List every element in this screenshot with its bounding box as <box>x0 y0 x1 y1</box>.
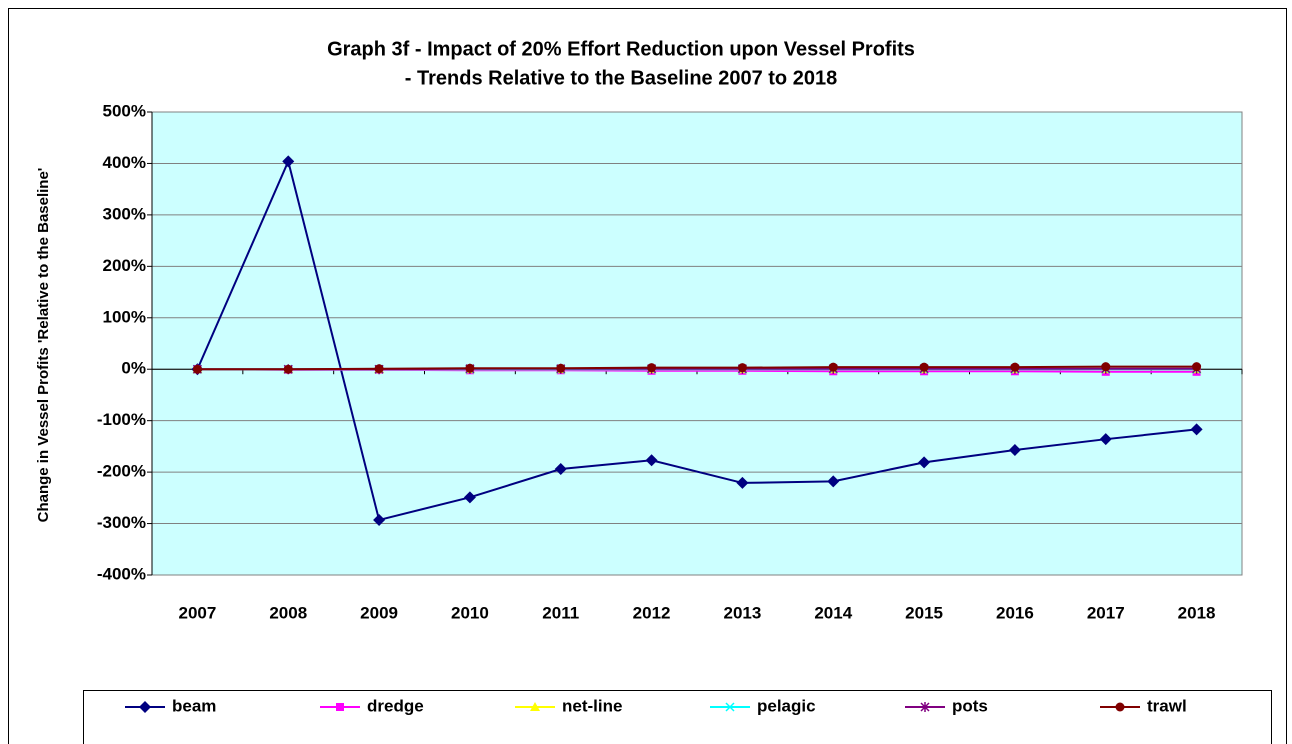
y-tick-label: -200% <box>97 462 146 481</box>
marker <box>374 364 384 374</box>
marker <box>1190 423 1203 436</box>
legend-box <box>83 690 1272 744</box>
x-tick-label: 2014 <box>814 603 852 622</box>
marker <box>1010 362 1020 372</box>
y-tick-label: 400% <box>103 153 146 172</box>
legend-marker <box>920 702 930 712</box>
series-line <box>196 158 1197 522</box>
marker <box>282 155 295 168</box>
series-line <box>197 365 1197 371</box>
x-tick-label: 2012 <box>633 603 671 622</box>
marker <box>192 364 202 374</box>
marker <box>918 456 931 469</box>
x-tick-label: 2009 <box>360 603 398 622</box>
marker <box>554 463 567 476</box>
legend-marker <box>336 703 344 711</box>
x-tick-label: 2013 <box>724 603 762 622</box>
legend-label: beam <box>172 696 216 715</box>
marker <box>373 513 386 526</box>
marker <box>737 363 747 373</box>
y-tick-label: -400% <box>97 564 146 583</box>
x-tick-label: 2016 <box>996 603 1034 622</box>
marker <box>1192 362 1202 372</box>
x-tick-label: 2010 <box>451 603 489 622</box>
chart-title: Graph 3f - Impact of 20% Effort Reductio… <box>327 38 915 60</box>
x-tick-label: 2011 <box>542 603 579 622</box>
legend-marker <box>530 702 540 711</box>
marker <box>827 475 840 488</box>
plot-area <box>151 111 1243 576</box>
legend-marker <box>139 701 151 713</box>
marker <box>828 362 838 372</box>
y-axis-label: Change in Vessel Profits 'Relative to th… <box>35 168 52 523</box>
legend-label: dredge <box>367 696 424 715</box>
marker <box>556 363 566 373</box>
legend-marker <box>1115 702 1125 712</box>
x-tick-label: 2008 <box>269 603 307 622</box>
marker <box>1099 433 1112 446</box>
marker <box>647 363 657 373</box>
marker <box>645 454 658 467</box>
legend-label: pelagic <box>757 696 816 715</box>
legend-marker <box>725 702 735 712</box>
marker <box>463 491 476 504</box>
marker <box>1101 362 1111 372</box>
x-tick-label: 2017 <box>1087 603 1125 622</box>
y-tick-label: -300% <box>97 513 146 532</box>
x-tick-label: 2007 <box>179 603 217 622</box>
marker <box>736 476 749 489</box>
y-tick-label: 100% <box>103 307 146 326</box>
x-tick-label: 2018 <box>1178 603 1216 622</box>
chart-title: - Trends Relative to the Baseline 2007 t… <box>405 67 837 89</box>
marker <box>283 364 293 374</box>
legend-label: net-line <box>562 696 622 715</box>
marker <box>1008 443 1021 456</box>
y-tick-label: 0% <box>121 359 146 378</box>
y-tick-label: -100% <box>97 410 146 429</box>
y-tick-label: 200% <box>103 256 146 275</box>
marker <box>465 363 475 373</box>
y-tick-label: 500% <box>103 101 146 120</box>
marker <box>919 362 929 372</box>
legend-label: trawl <box>1147 696 1187 715</box>
legend-label: pots <box>952 696 988 715</box>
x-tick-label: 2015 <box>905 603 943 622</box>
y-tick-label: 300% <box>103 204 146 223</box>
